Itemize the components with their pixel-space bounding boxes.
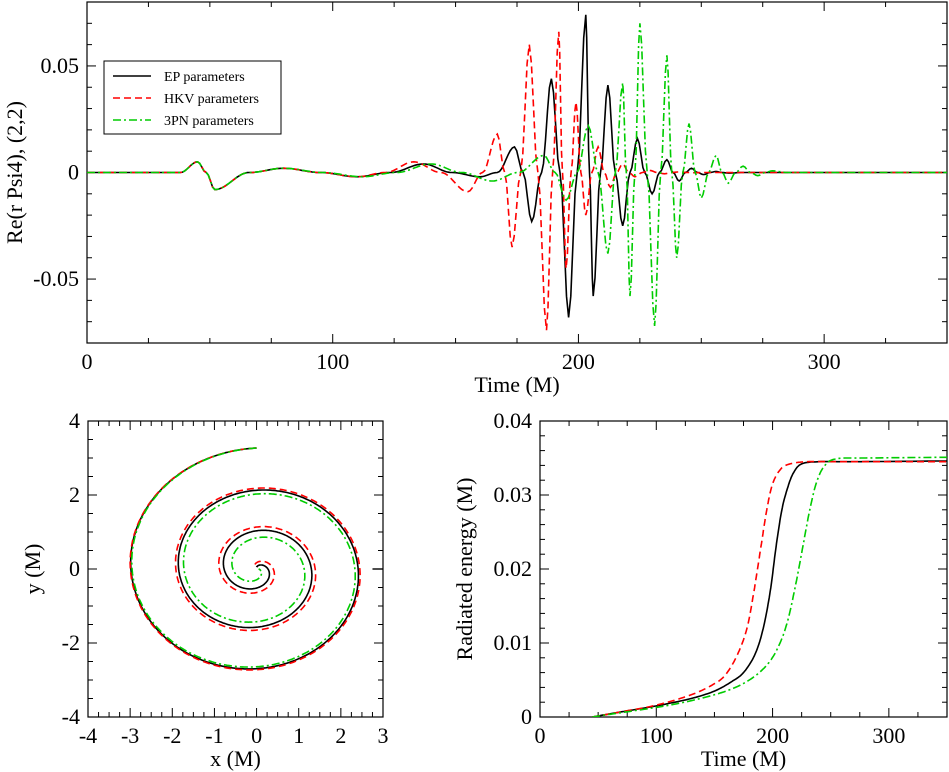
orbit-ytick-label: -4 xyxy=(62,704,80,729)
orbit-xtick-label: 1 xyxy=(293,723,304,748)
waveform-xtick-label: 300 xyxy=(808,349,841,374)
radiated-ytick-label: 0.02 xyxy=(494,556,533,581)
waveform-ytick-label: 0.05 xyxy=(41,53,80,78)
orbit-xtick-label: -1 xyxy=(205,723,223,748)
orbit-ylabel: y (M) xyxy=(20,544,45,595)
orbit-axes: -4 -3 -2 -1 0 1 2 3 -4 -2 0 2 4 x (M) y (M) xyxy=(20,408,389,771)
orbit-xtick-label: -3 xyxy=(121,723,139,748)
orbit-xtick-label: 0 xyxy=(251,723,262,748)
waveform-xtick-label: 200 xyxy=(562,349,595,374)
orbit-ytick-label: 2 xyxy=(69,482,80,507)
radiated-series-hkv xyxy=(592,460,947,717)
radiated-ytick-label: 0 xyxy=(521,704,532,729)
radiated-axes: 0 100 200 300 0 0.01 0.02 0.03 0.04 Time (M) Radia… xyxy=(452,408,948,771)
waveform-legend: EP parameters HKV parameters 3PN parameter… xyxy=(103,60,282,135)
radiated-xtick-label: 100 xyxy=(640,723,673,748)
orbit-ytick-label: 4 xyxy=(69,408,80,433)
radiated-xlabel: Time (M) xyxy=(701,746,786,771)
orbit-xlabel: x (M) xyxy=(210,746,261,771)
waveform-ylabel: Re(r Psi4), (2,2) xyxy=(2,101,27,244)
orbit-series-3pn xyxy=(131,447,356,668)
waveform-series-ep xyxy=(87,14,947,318)
radiated-xtick-label: 300 xyxy=(872,723,905,748)
orbit-series-ep xyxy=(129,447,360,670)
legend-label: EP parameters xyxy=(164,70,245,85)
orbit-xtick-label: 3 xyxy=(378,723,389,748)
radiated-ytick-label: 0.01 xyxy=(494,630,533,655)
radiated-xtick-label: 0 xyxy=(535,723,546,748)
waveform-series-3pn xyxy=(87,23,947,326)
waveform-xlabel: Time (M) xyxy=(474,372,559,397)
radiated-series-3pn xyxy=(592,456,947,717)
waveform-ytick-label: 0 xyxy=(68,160,79,185)
waveform-xtick-label: 0 xyxy=(82,349,93,374)
radiated-ytick-label: 0.03 xyxy=(494,482,533,507)
orbit-xtick-label: -4 xyxy=(79,723,97,748)
orbit-xtick-label: -2 xyxy=(163,723,181,748)
radiated-xtick-label: 200 xyxy=(756,723,789,748)
legend-label: HKV parameters xyxy=(164,92,259,107)
waveform-xtick-label: 100 xyxy=(316,349,349,374)
orbit-ytick-label: -2 xyxy=(62,630,80,655)
radiated-ytick-label: 0.04 xyxy=(494,408,533,433)
orbit-xtick-label: 2 xyxy=(335,723,346,748)
radiated-series-ep xyxy=(592,460,947,717)
legend-label: 3PN parameters xyxy=(164,114,254,129)
orbit-ytick-label: 0 xyxy=(69,556,80,581)
orbit-series-hkv xyxy=(129,447,361,671)
waveform-axes: 0 100 200 300 -0.05 0 0.05 Time (M) Re(r Psi4), … xyxy=(2,1,948,397)
radiated-ylabel: Radiated energy (M) xyxy=(452,478,477,661)
waveform-ytick-label: -0.05 xyxy=(33,266,79,291)
legend-box xyxy=(103,60,282,135)
